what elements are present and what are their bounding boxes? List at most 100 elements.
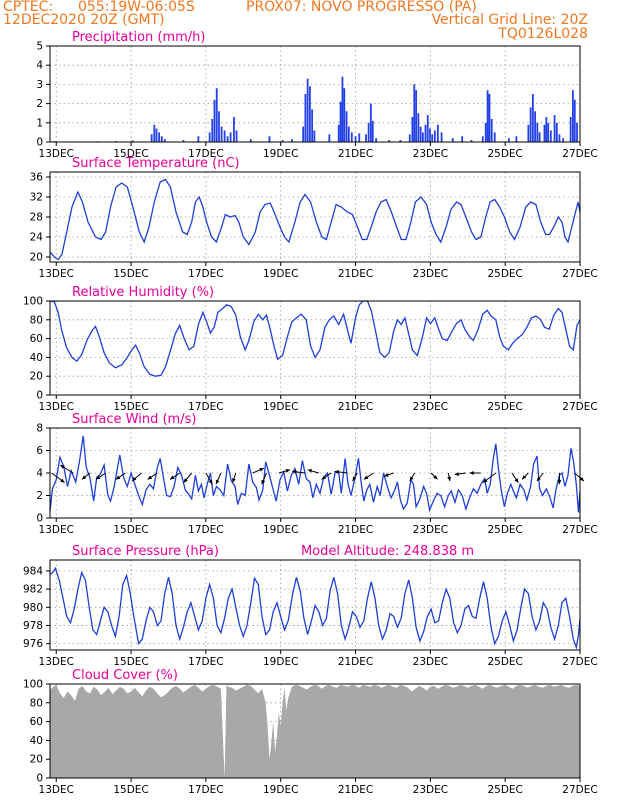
wind-arrow-head [433,475,438,480]
precip-bar [461,136,464,142]
precip-bar [208,132,211,142]
x-tick-label: 23DEC [413,268,448,280]
precip-bar [375,138,378,142]
x-tick-label: 19DEC [263,656,298,668]
x-tick-label: 27DEC [562,656,597,668]
y-tick-label: 100 [23,296,43,308]
precip-bar [534,111,537,142]
wind-arrow-head [131,476,137,481]
wind-arrow-head [60,465,65,469]
precip-bar [371,120,374,142]
y-tick-label: 6 [36,445,43,457]
y-tick-label: 20 [30,371,43,383]
wind-arrow-head [352,476,357,481]
x-tick-label: 17DEC [188,401,223,413]
header-station: PROX07: NOVO PROGRESSO (PA) [246,0,477,15]
x-tick-label: 15DEC [113,784,148,796]
precip-bar [515,136,518,142]
header-coordinates: 055:19W-06:05S [78,0,195,15]
wind-arrow-head [147,475,153,480]
x-tick-label: 21DEC [338,524,373,536]
x-tick-label: 27DEC [562,148,597,160]
wind-arrow-head [292,469,297,474]
precip-bar [213,99,216,142]
precip-bar [347,126,350,142]
wind-arrow-head [579,476,584,481]
x-tick-label: 15DEC [113,148,148,160]
series-line [49,566,581,650]
series-line [49,178,581,261]
y-tick-label: 1 [36,117,43,129]
x-tick-label: 19DEC [263,268,298,280]
y-tick-label: 20 [30,754,43,766]
wind-arrow-head [384,473,389,477]
wind-arrow-head [483,478,488,483]
precip-bar [345,111,348,142]
precip-bar [158,132,161,142]
panel-4: 0 2 4 6 8 13DEC 15DEC 17DEC 19DEC 21DEC 23DEC 25DEC… [36,412,597,536]
wind-arrow-head [81,475,87,480]
y-tick-label: 100 [23,679,43,691]
y-tick-label: 36 [30,172,44,184]
precip-bar [431,134,434,142]
wind-arrow-head [514,478,519,483]
precip-bar [215,88,218,142]
plot-frame [49,300,581,396]
y-tick-label: 982 [23,584,43,596]
precip-bar [341,76,344,142]
precip-bar [508,138,510,142]
precip-bar [424,124,427,142]
series-line [49,435,581,513]
wind-arrow-head [208,479,213,485]
precip-bar [367,122,370,142]
wind-arrow-head [285,469,291,473]
wind-arrow-head [96,475,101,480]
x-tick-label: 27DEC [562,784,597,796]
wind-arrow-head [334,469,339,474]
precip-bar [339,101,342,142]
wind-arrow-head [409,476,414,481]
y-tick-label: 4 [36,60,43,72]
precip-bar [558,134,561,142]
panel-title: Surface Wind (m/s) [72,412,196,427]
plot-frame [49,45,581,143]
precip-bar [249,139,252,142]
x-tick-label: 21DEC [338,148,373,160]
y-tick-label: 5 [36,41,43,53]
x-tick-label: 23DEC [413,784,448,796]
precip-bar [150,134,153,142]
precip-bar [413,84,416,142]
x-tick-label: 13DEC [39,148,74,160]
x-tick-label: 13DEC [39,401,74,413]
precip-bar [417,113,420,142]
header-source: CPTEC: [3,0,54,15]
x-tick-label: 13DEC [39,656,74,668]
precip-bar [369,103,372,142]
x-tick-label: 19DEC [263,401,298,413]
precip-bar [419,126,422,142]
page-header: CPTEC: 055:19W-06:05S PROX07: NOVO PROGR… [0,0,618,41]
precip-bar [555,122,558,142]
x-tick-label: 21DEC [338,784,373,796]
precip-bar [536,122,539,142]
wind-arrow-head [183,478,188,483]
x-tick-label: 17DEC [188,148,223,160]
panel-title: Cloud Cover (%) [72,668,178,683]
precip-bar [155,128,158,142]
wind-arrow-head [170,475,175,480]
x-tick-label: 27DEC [562,268,597,280]
plot-area [50,301,580,395]
panel-title: Precipitation (mm/h) [72,30,205,45]
x-tick-label: 21DEC [338,656,373,668]
y-tick-label: 80 [30,697,43,709]
x-tick-label: 27DEC [562,401,597,413]
y-tick-label: 2 [36,490,43,502]
plot-frame [49,559,581,651]
precip-bar [426,115,429,142]
y-tick-label: 4 [36,468,43,480]
precip-bar [429,128,431,142]
wind-arrow-head [60,478,65,483]
precip-bar [545,117,548,142]
y-tick-label: 28 [30,212,43,224]
wind-arrow-head [215,479,220,485]
